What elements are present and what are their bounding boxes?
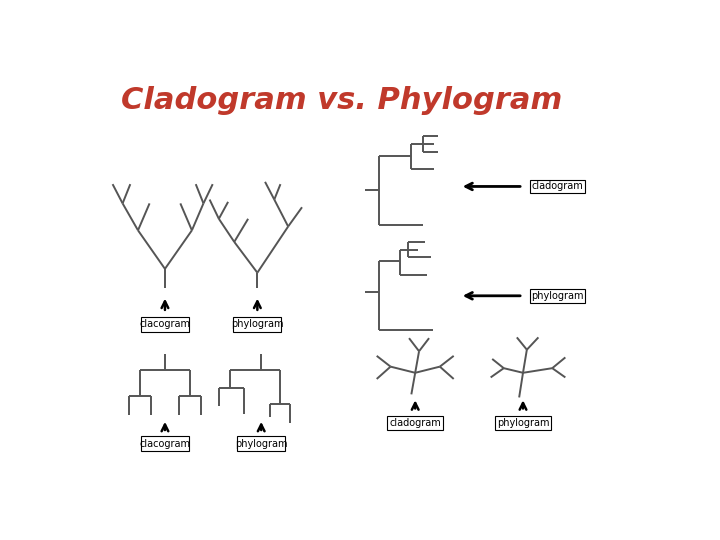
Text: cladogram: cladogram [390,418,441,428]
FancyBboxPatch shape [233,317,282,332]
Text: clacogram: clacogram [140,438,191,449]
Text: phylogram: phylogram [235,438,287,449]
Text: clacogram: clacogram [140,319,191,329]
Text: phylogram: phylogram [497,418,549,428]
Text: Cladogram vs. Phylogram: Cladogram vs. Phylogram [121,86,562,116]
FancyBboxPatch shape [495,416,551,430]
Text: phylogram: phylogram [531,291,584,301]
Text: phylogram: phylogram [231,319,284,329]
FancyBboxPatch shape [530,289,585,303]
FancyBboxPatch shape [387,416,443,430]
FancyBboxPatch shape [141,317,189,332]
FancyBboxPatch shape [530,179,585,193]
FancyBboxPatch shape [238,436,285,451]
FancyBboxPatch shape [141,436,189,451]
Text: cladogram: cladogram [532,181,583,192]
